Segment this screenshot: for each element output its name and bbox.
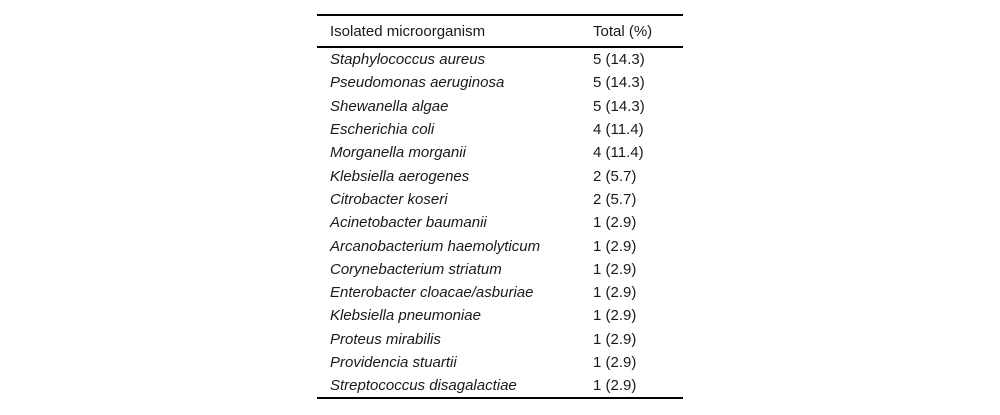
table-row: Corynebacterium striatum 1 (2.9) — [317, 258, 683, 281]
organism-name-cell: Morganella morganii — [330, 144, 466, 162]
table-row: Streptococcus disagalactiae 1 (2.9) — [317, 374, 683, 397]
table-row: Acinetobacter baumanii 1 (2.9) — [317, 211, 683, 234]
table-row: Pseudomonas aeruginosa 5 (14.3) — [317, 71, 683, 94]
organism-name-cell: Streptococcus disagalactiae — [330, 377, 517, 395]
total-value-cell: 1 (2.9) — [593, 260, 637, 278]
total-value-cell: 1 (2.9) — [593, 284, 637, 302]
total-value-cell: 2 (5.7) — [593, 167, 637, 185]
table-row: Morganella morganii 4 (11.4) — [317, 141, 683, 164]
table-row: Citrobacter koseri 2 (5.7) — [317, 188, 683, 211]
total-value-cell: 4 (11.4) — [593, 144, 644, 162]
total-value-cell: 4 (11.4) — [593, 121, 644, 139]
table-row: Staphylococcus aureus 5 (14.3) — [317, 48, 683, 71]
table-row: Klebsiella pneumoniae 1 (2.9) — [317, 304, 683, 327]
total-value-cell: 1 (2.9) — [593, 377, 637, 395]
table-row: Escherichia coli 4 (11.4) — [317, 118, 683, 141]
organism-name-cell: Arcanobacterium haemolyticum — [330, 237, 541, 255]
organism-name-cell: Enterobacter cloacae/asburiae — [330, 284, 534, 302]
organism-name-cell: Corynebacterium striatum — [330, 260, 502, 278]
table-header-row: Isolated microorganism Total (%) — [317, 16, 683, 48]
table-row: Klebsiella aerogenes 2 (5.7) — [317, 164, 683, 187]
organism-name-cell: Shewanella algae — [330, 97, 449, 115]
total-value-cell: 5 (14.3) — [593, 51, 645, 69]
organism-name-cell: Staphylococcus aureus — [330, 51, 486, 69]
table-row: Proteus mirabilis 1 (2.9) — [317, 328, 683, 351]
total-value-cell: 1 (2.9) — [593, 354, 637, 371]
table-body: Staphylococcus aureus 5 (14.3) Pseudomon… — [317, 48, 683, 397]
organism-name-cell: Pseudomonas aeruginosa — [330, 74, 505, 92]
organism-name-cell: Providencia stuartii — [330, 354, 457, 371]
total-value-cell: 1 (2.9) — [593, 330, 637, 348]
table-row: Shewanella algae 5 (14.3) — [317, 95, 683, 118]
organism-name-cell: Klebsiella aerogenes — [330, 167, 470, 185]
total-value-cell: 1 (2.9) — [593, 214, 637, 232]
organism-name-cell: Klebsiella pneumoniae — [330, 307, 481, 325]
organism-name-cell: Escherichia coli — [330, 121, 435, 139]
organism-name-cell: Citrobacter koseri — [330, 190, 448, 208]
column-header-isolated-microorganism: Isolated microorganism — [330, 22, 486, 40]
table-row: Arcanobacterium haemolyticum 1 (2.9) — [317, 234, 683, 257]
organism-name-cell: Proteus mirabilis — [330, 330, 441, 348]
table-row: Enterobacter cloacae/asburiae 1 (2.9) — [317, 281, 683, 304]
isolated-microorganisms-table: Isolated microorganism Total (%) Staphyl… — [317, 14, 683, 400]
total-value-cell: 1 (2.9) — [593, 237, 637, 255]
total-value-cell: 1 (2.9) — [593, 307, 637, 325]
total-value-cell: 5 (14.3) — [593, 74, 645, 92]
column-header-total: Total (%) — [593, 22, 653, 40]
total-value-cell: 5 (14.3) — [593, 97, 645, 115]
total-value-cell: 2 (5.7) — [593, 190, 637, 208]
organism-name-cell: Acinetobacter baumanii — [330, 214, 487, 232]
table-row: Providencia stuartii 1 (2.9) — [317, 351, 683, 374]
